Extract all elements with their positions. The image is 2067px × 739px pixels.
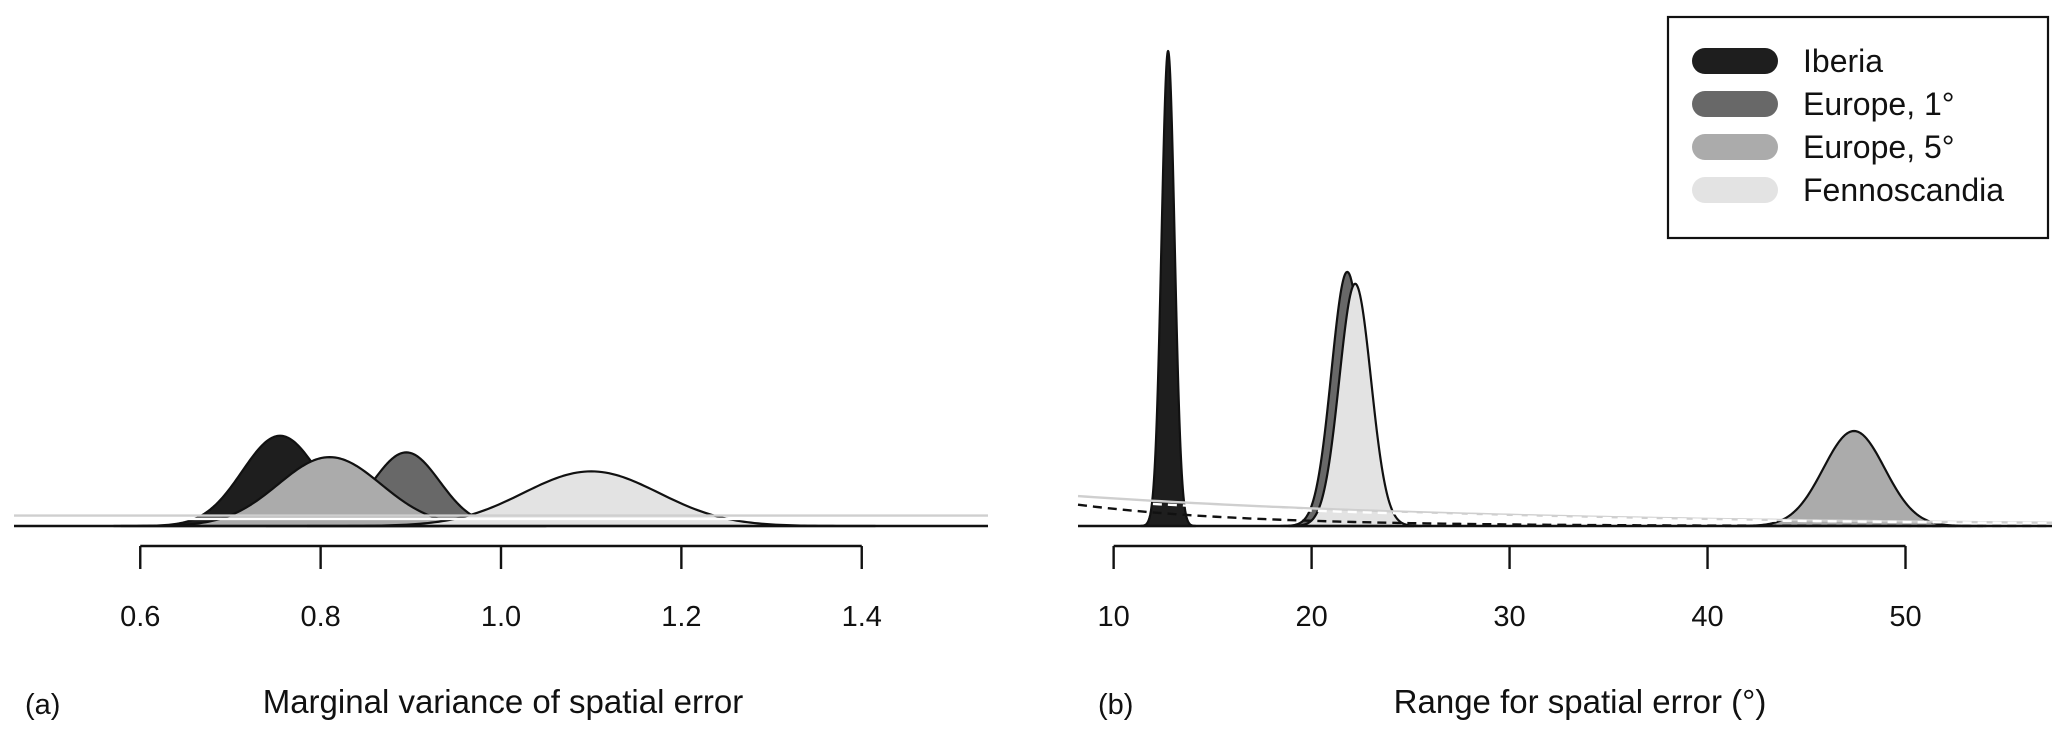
density-europe-5	[1724, 429, 1985, 528]
panel-a-prior-lines	[14, 514, 988, 521]
legend-swatch-europe-1	[1692, 91, 1778, 117]
legend-swatch-iberia	[1692, 48, 1778, 74]
panel-a-x-axis-title: Marginal variance of spatial error	[263, 683, 744, 720]
legend-swatch-fennoscandia	[1692, 177, 1778, 203]
density-fennoscandia	[1287, 282, 1423, 528]
x-tick-label: 10	[1098, 601, 1130, 633]
panel-b-label: (b)	[1098, 689, 1133, 721]
legend-label-europe-1: Europe, 1°	[1803, 86, 1955, 122]
legend-label-europe-5: Europe, 5°	[1803, 129, 1955, 165]
x-tick-label: 20	[1295, 601, 1327, 633]
x-tick-label: 1.2	[661, 601, 701, 633]
prior-line	[1077, 498, 2053, 525]
x-tick-label: 0.6	[120, 601, 160, 633]
legend-items: Iberia Europe, 1° Europe, 5° Fennoscandia	[1692, 43, 2004, 208]
panel-b-series	[1139, 49, 1985, 528]
legend-swatch-europe-5	[1692, 134, 1778, 160]
panel-a: 0.6 0.8 1.0 1.2 1.4 (a) Marginal variance of…	[14, 434, 988, 721]
x-tick-label: 50	[1889, 601, 1921, 633]
x-tick-label: 30	[1493, 601, 1525, 633]
legend-label-fennoscandia: Fennoscandia	[1803, 172, 2004, 208]
density-iberia	[1139, 49, 1197, 528]
panel-a-label: (a)	[25, 689, 60, 721]
panel-a-ticks: 0.6 0.8 1.0 1.2 1.4	[120, 546, 882, 633]
legend: Iberia Europe, 1° Europe, 5° Fennoscandia	[1666, 15, 2050, 240]
x-tick-label: 40	[1691, 601, 1723, 633]
panel-b-ticks: 10 20 30 40 50	[1098, 546, 1922, 633]
panel-b: 10 20 30 40 50 (b) Range for spatial error (…	[1077, 49, 2053, 721]
legend-label-iberia: Iberia	[1803, 43, 1883, 79]
x-tick-label: 1.4	[842, 601, 882, 633]
panel-b-x-axis-title: Range for spatial error (°)	[1394, 683, 1767, 720]
panel-a-series	[112, 434, 877, 528]
x-tick-label: 0.8	[300, 601, 340, 633]
x-tick-label: 1.0	[481, 601, 521, 633]
